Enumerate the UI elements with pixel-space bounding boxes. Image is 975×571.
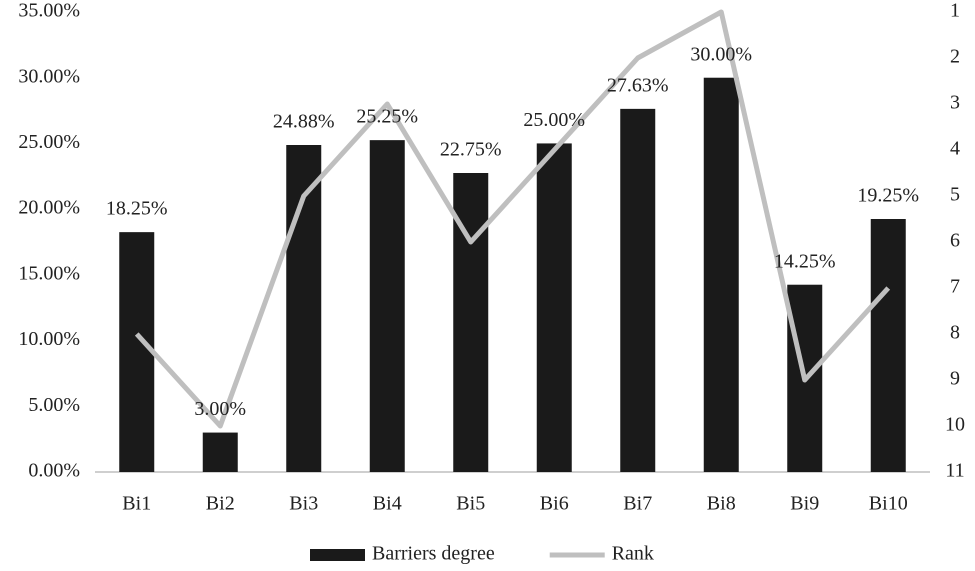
x-tick-label: Bi3 (289, 493, 318, 515)
x-tick-label: Bi4 (373, 493, 402, 515)
x-tick-label: Bi10 (869, 493, 908, 515)
data-label: 30.00% (690, 43, 752, 65)
bar (870, 219, 906, 472)
data-label: 19.25% (857, 185, 919, 207)
bar (119, 232, 155, 472)
data-label: 18.25% (106, 198, 168, 220)
y2-tick-label: 8 (950, 322, 960, 344)
data-label: 22.75% (440, 139, 502, 161)
y-tick-label: 10.00% (18, 328, 80, 350)
rank-line (134, 9, 891, 429)
y-tick-label: 5.00% (28, 394, 80, 416)
y2-tick-label: 11 (945, 460, 964, 482)
y2-tick-label: 1 (950, 0, 960, 22)
legend-label: Barriers degree (372, 543, 495, 565)
bar (536, 143, 572, 472)
legend-label: Rank (612, 543, 654, 565)
y2-tick-label: 6 (950, 230, 960, 252)
x-tick-label: Bi2 (206, 493, 235, 515)
x-tick-label: Bi7 (623, 493, 652, 515)
x-tick-label: Bi6 (540, 493, 569, 515)
x-tick-label: Bi5 (456, 493, 485, 515)
y2-tick-label: 7 (950, 276, 960, 298)
y-tick-label: 35.00% (18, 0, 80, 22)
data-label: 14.25% (774, 250, 836, 272)
y2-tick-label: 2 (950, 46, 960, 68)
x-tick-label: Bi1 (122, 493, 151, 515)
data-label: 25.00% (523, 109, 585, 131)
bar (620, 108, 656, 472)
data-label: 27.63% (607, 74, 669, 96)
y-tick-label: 0.00% (28, 460, 80, 482)
bar (703, 77, 739, 472)
y-tick-label: 20.00% (18, 197, 80, 219)
x-tick-label: Bi9 (790, 493, 819, 515)
y-tick-label: 30.00% (18, 65, 80, 87)
y2-tick-label: 9 (950, 368, 960, 390)
y2-tick-label: 3 (950, 92, 960, 114)
bar (369, 140, 405, 472)
data-label: 24.88% (273, 111, 335, 133)
y-tick-label: 15.00% (18, 262, 80, 284)
x-tick-label: Bi8 (707, 493, 736, 515)
y2-tick-label: 10 (945, 414, 965, 436)
data-label: 25.25% (356, 106, 418, 128)
y-tick-label: 25.00% (18, 131, 80, 153)
data-label: 3.00% (194, 398, 246, 420)
bar (202, 432, 238, 472)
y2-tick-label: 5 (950, 184, 960, 206)
y2-tick-label: 4 (950, 138, 960, 160)
legend-swatch (310, 549, 365, 561)
